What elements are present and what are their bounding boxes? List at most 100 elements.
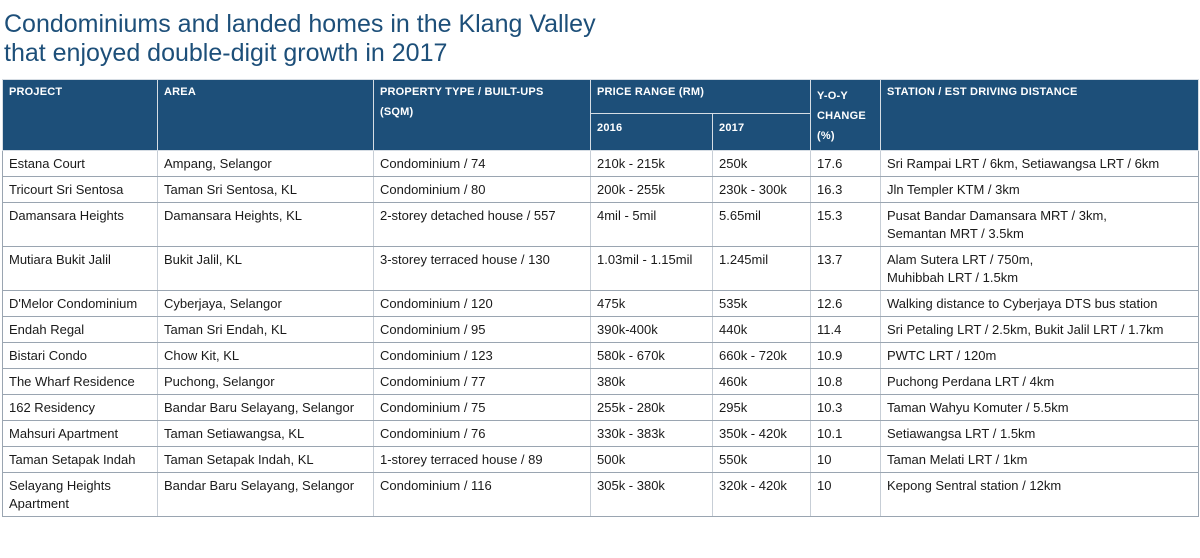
yoy-change-cell-text: 15.3 [817,208,843,223]
price-2016-cell-text: 330k - 383k [597,426,665,441]
area-cell: Damansara Heights, KL [157,202,374,247]
project-cell: D'Melor Condominium [2,290,158,317]
area-cell: Puchong, Selangor [157,368,374,395]
project-cell: Endah Regal [2,316,158,343]
area-cell: Cyberjaya, Selangor [157,290,374,317]
area-cell: Taman Setapak Indah, KL [157,446,374,473]
price-2017-cell: 350k - 420k [712,420,811,447]
station-cell: Puchong Perdana LRT / 4km [880,368,1199,395]
area-cell: Taman Setiawangsa, KL [157,420,374,447]
table-row: Tricourt Sri Sentosa Taman Sri Sentosa, K… [2,176,1199,203]
yoy-change-cell-text: 10.8 [817,374,843,389]
station-cell: Taman Melati LRT / 1km [880,446,1199,473]
yoy-change-cell-text: 17.6 [817,156,843,171]
area-cell-text: Ampang, Selangor [164,156,272,171]
table-row: 162 Residency Bandar Baru Selayang, Selan… [2,394,1199,421]
project-cell: Selayang Heights Apartment [2,472,158,517]
yoy-change-cell: 17.6 [810,150,881,177]
header-area: AREA [157,79,374,151]
property-type-cell: Condominium / 76 [373,420,591,447]
project-cell-line: D'Melor Condominium [9,296,138,311]
price-2017-cell-text: 460k [719,374,748,389]
price-2017-cell-text: 550k [719,452,748,467]
area-cell-text: Taman Sri Sentosa, KL [164,182,297,197]
table-body: Estana Court Ampang, Selangor Condominium … [2,150,1199,517]
yoy-change-cell: 11.4 [810,316,881,343]
station-cell-line: Semantan MRT / 3.5km [887,226,1024,241]
property-type-cell-text: Condominium / 77 [380,374,486,389]
property-type-cell: Condominium / 74 [373,150,591,177]
property-type-cell: Condominium / 116 [373,472,591,517]
project-cell-line: Apartment [9,496,69,511]
area-cell-text: Bukit Jalil, KL [164,252,243,267]
yoy-change-cell-text: 13.7 [817,252,843,267]
area-cell-text: Taman Setiawangsa, KL [164,426,305,441]
growth-table: PROJECT AREA PROPERTY TYPE / BUILT-UPS (… [2,78,1199,517]
area-cell-text: Taman Setapak Indah, KL [164,452,314,467]
station-cell: Alam Sutera LRT / 750m, Muhibbah LRT / 1.… [880,246,1199,291]
station-cell: Sri Rampai LRT / 6km, Setiawangsa LRT / … [880,150,1199,177]
price-2016-cell-text: 380k [597,374,626,389]
project-cell: Estana Court [2,150,158,177]
price-2017-cell: 1.245mil [712,246,811,291]
area-cell-text: Bandar Baru Selayang, Selangor [164,400,355,415]
property-type-cell-text: 2-storey detached house / 557 [380,208,556,223]
project-cell: Damansara Heights [2,202,158,247]
price-2016-cell-text: 580k - 670k [597,348,665,363]
price-2016-cell-text: 200k - 255k [597,182,665,197]
station-cell-line: Taman Wahyu Komuter / 5.5km [887,400,1069,415]
area-cell: Ampang, Selangor [157,150,374,177]
title-line-2: that enjoyed double-digit growth in 2017 [4,39,448,67]
yoy-change-cell: 13.7 [810,246,881,291]
project-cell: Bistari Condo [2,342,158,369]
area-cell: Chow Kit, KL [157,342,374,369]
project-cell-line: Taman Setapak Indah [9,452,136,467]
property-type-cell-text: 3-storey terraced house / 130 [380,252,550,267]
price-2016-cell: 305k - 380k [590,472,713,517]
price-2016-cell-text: 475k [597,296,626,311]
price-2017-cell: 5.65mil [712,202,811,247]
price-2016-cell: 500k [590,446,713,473]
price-2016-cell: 390k-400k [590,316,713,343]
project-cell-line: 162 Residency [9,400,95,415]
station-cell-line: Jln Templer KTM / 3km [887,182,1020,197]
price-2017-cell: 295k [712,394,811,421]
station-cell-line: Setiawangsa LRT / 1.5km [887,426,1036,441]
price-2016-cell: 210k - 215k [590,150,713,177]
price-2016-cell: 380k [590,368,713,395]
project-cell: Taman Setapak Indah [2,446,158,473]
price-2016-cell: 475k [590,290,713,317]
project-cell-line: Selayang Heights [9,478,111,493]
area-cell: Bandar Baru Selayang, Selangor [157,394,374,421]
price-2017-cell-text: 660k - 720k [719,348,787,363]
station-cell-line: Sri Rampai LRT / 6km, Setiawangsa LRT / … [887,156,1160,171]
table-row: Taman Setapak Indah Taman Setapak Indah, … [2,446,1199,473]
area-cell-text: Puchong, Selangor [164,374,275,389]
area-cell: Taman Sri Endah, KL [157,316,374,343]
station-cell-line: Taman Melati LRT / 1km [887,452,1028,467]
table-row: Mahsuri Apartment Taman Setiawangsa, KL Co… [2,420,1199,447]
property-type-cell-text: Condominium / 95 [380,322,486,337]
area-cell-text: Damansara Heights, KL [164,208,303,223]
price-2016-cell-text: 255k - 280k [597,400,665,415]
property-type-cell-text: Condominium / 75 [380,400,486,415]
header-2016: 2016 [590,113,713,151]
property-type-cell: Condominium / 75 [373,394,591,421]
project-cell-line: Mutiara Bukit Jalil [9,252,111,267]
price-2016-cell: 200k - 255k [590,176,713,203]
station-cell-line: Alam Sutera LRT / 750m, [887,252,1034,267]
property-type-cell-text: Condominium / 116 [380,478,492,493]
price-2017-cell-text: 230k - 300k [719,182,787,197]
station-cell: Jln Templer KTM / 3km [880,176,1199,203]
table-row: Bistari Condo Chow Kit, KL Condominium / 1… [2,342,1199,369]
table-row: Damansara Heights Damansara Heights, KL 2-… [2,202,1199,247]
price-2017-cell-text: 1.245mil [719,252,769,267]
station-cell: Setiawangsa LRT / 1.5km [880,420,1199,447]
yoy-change-cell: 10 [810,472,881,517]
price-2017-cell-text: 535k [719,296,748,311]
area-cell: Taman Sri Sentosa, KL [157,176,374,203]
yoy-change-cell-text: 16.3 [817,182,843,197]
price-2016-cell-text: 4mil - 5mil [597,208,657,223]
station-cell: Taman Wahyu Komuter / 5.5km [880,394,1199,421]
area-cell: Bukit Jalil, KL [157,246,374,291]
